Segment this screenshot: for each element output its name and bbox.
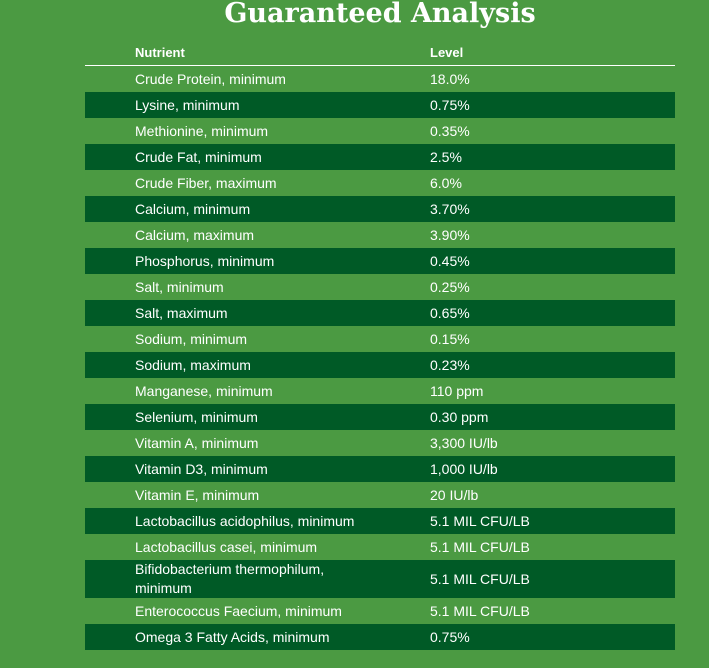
nutrient-cell: Selenium, minimum xyxy=(135,408,258,425)
table-row: Salt, minimum 0.25% xyxy=(85,274,675,300)
table-row: Enterococcus Faecium, minimum 5.1 MIL CFU… xyxy=(85,598,675,624)
table-row: Manganese, minimum 110 ppm xyxy=(85,378,675,404)
header-row: Nutrient Level xyxy=(85,39,675,66)
title: Guaranteed Analysis xyxy=(224,0,536,29)
nutrient-cell: Calcium, maximum xyxy=(135,226,255,243)
level-cell: 0.75% xyxy=(430,96,470,113)
table-row: Crude Fiber, maximum 6.0% xyxy=(85,170,675,196)
level-cell: 5.1 MIL CFU/LB xyxy=(430,538,530,555)
nutrient-cell: Salt, maximum xyxy=(135,304,228,321)
level-cell: 2.5% xyxy=(430,148,462,165)
level-cell: 3,300 IU/lb xyxy=(430,434,498,451)
level-cell: 0.25% xyxy=(430,278,470,295)
level-cell: 5.1 MIL CFU/LB xyxy=(430,602,530,619)
table-row: Sodium, minimum 0.15% xyxy=(85,326,675,352)
level-cell: 110 ppm xyxy=(430,382,484,399)
level-cell: 0.15% xyxy=(430,330,470,347)
nutrient-cell: Vitamin A, minimum xyxy=(135,434,259,451)
nutrient-cell: Lysine, minimum xyxy=(135,96,240,113)
table-row: Calcium, minimum 3.70% xyxy=(85,196,675,222)
nutrient-cell: Calcium, minimum xyxy=(135,200,251,217)
table-row: Phosphorus, minimum 0.45% xyxy=(85,248,675,274)
nutrient-cell: Lactobacillus acidophilus, minimum xyxy=(135,512,355,529)
level-cell: 0.23% xyxy=(430,356,470,373)
level-cell: 5.1 MIL CFU/LB xyxy=(430,570,530,587)
level-cell: 0.75% xyxy=(430,628,470,645)
table-row: Crude Protein, minimum 18.0% xyxy=(85,66,675,93)
nutrient-cell: Enterococcus Faecium, minimum xyxy=(135,602,342,619)
nutrient-cell: Crude Fat, minimum xyxy=(135,148,262,165)
level-cell: 20 IU/lb xyxy=(430,486,479,503)
table-row: Lactobacillus acidophilus, minimum 5.1 MI… xyxy=(85,508,675,534)
nutrient-cell: Manganese, minimum xyxy=(135,382,273,399)
level-cell: 3.90% xyxy=(430,226,470,243)
nutrient-cell: Lactobacillus casei, minimum xyxy=(135,538,318,555)
level-cell: 0.35% xyxy=(430,122,470,139)
nutrient-cell: Crude Protein, minimum xyxy=(135,70,286,87)
level-cell: 0.45% xyxy=(430,252,470,269)
level-cell: 0.30 ppm xyxy=(430,408,489,425)
table-row: Sodium, maximum 0.23% xyxy=(85,352,675,378)
nutrient-cell: Vitamin D3, minimum xyxy=(135,460,268,477)
nutrient-cell: Phosphorus, minimum xyxy=(135,252,275,269)
table-row: Calcium, maximum 3.90% xyxy=(85,222,675,248)
column-header: Nutrient xyxy=(85,39,430,66)
table-row: Selenium, minimum 0.30 ppm xyxy=(85,404,675,430)
table-row: Vitamin A, minimum 3,300 IU/lb xyxy=(85,430,675,456)
level-cell: 6.0% xyxy=(430,174,462,191)
table-row: Bifidobacterium thermophilum, minimum 5.1… xyxy=(85,560,675,598)
analysis-table: Nutrient Level Crude Protein, minimum 18.… xyxy=(85,39,675,650)
nutrient-cell: Omega 3 Fatty Acids, minimum xyxy=(135,628,330,645)
nutrient-cell: Salt, minimum xyxy=(135,278,224,295)
column-header: Level xyxy=(430,39,675,66)
table-row: Methionine, minimum 0.35% xyxy=(85,118,675,144)
nutrient-cell: Crude Fiber, maximum xyxy=(135,174,277,191)
nutrient-cell: Sodium, minimum xyxy=(135,330,248,347)
level-cell: 3.70% xyxy=(430,200,470,217)
table-body: Crude Protein, minimum 18.0% Lysine, minim… xyxy=(85,66,675,650)
table-row: Salt, maximum 0.65% xyxy=(85,300,675,326)
table-row: Vitamin D3, minimum 1,000 IU/lb xyxy=(85,456,675,482)
level-cell: 18.0% xyxy=(430,70,470,87)
table-row: Lactobacillus casei, minimum 5.1 MIL CFU/… xyxy=(85,534,675,560)
nutrient-cell: Sodium, maximum xyxy=(135,356,251,373)
table-row: Lysine, minimum 0.75% xyxy=(85,92,675,118)
table-row: Omega 3 Fatty Acids, minimum 0.75% xyxy=(85,624,675,650)
nutrient-cell: Vitamin E, minimum xyxy=(135,486,260,503)
level-cell: 1,000 IU/lb xyxy=(430,460,498,477)
level-cell: 0.65% xyxy=(430,304,470,321)
nutrient-cell: Methionine, minimum xyxy=(135,122,269,139)
table-row: Crude Fat, minimum 2.5% xyxy=(85,144,675,170)
level-cell: 5.1 MIL CFU/LB xyxy=(430,512,530,529)
table-row: Vitamin E, minimum 20 IU/lb xyxy=(85,482,675,508)
nutrient-cell: Bifidobacterium thermophilum, minimum xyxy=(135,561,325,596)
